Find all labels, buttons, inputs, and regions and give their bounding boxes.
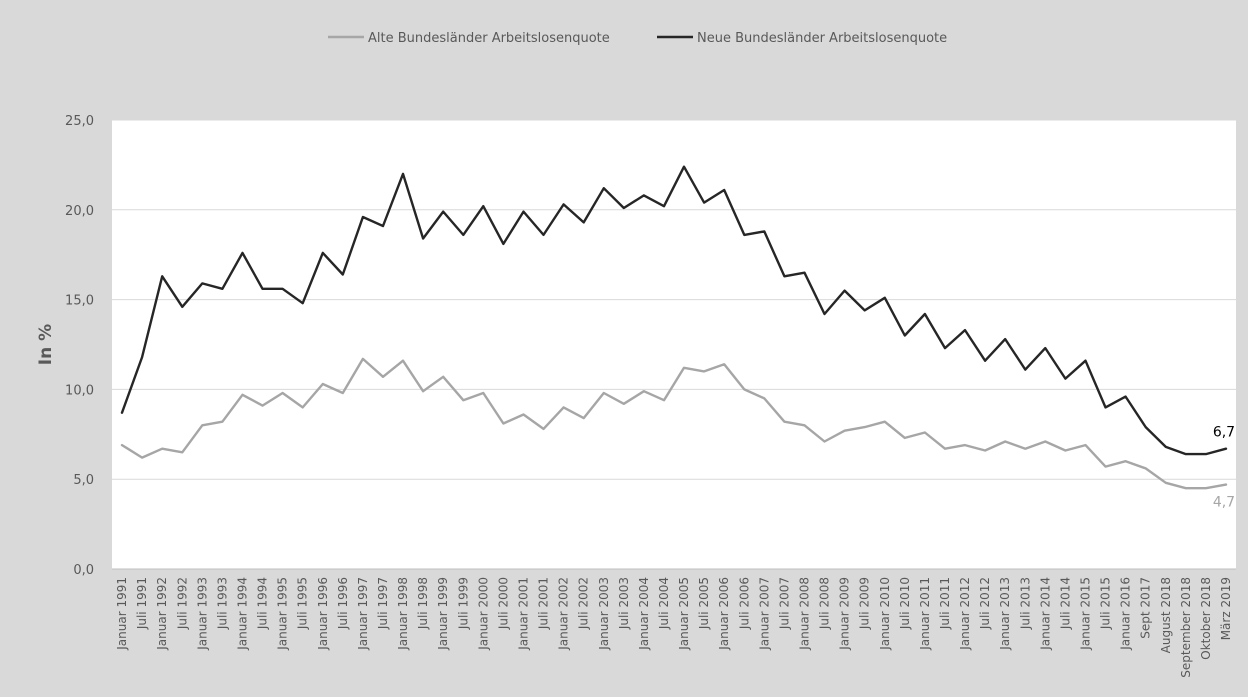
x-tick-label: Juli 2007	[777, 577, 791, 630]
x-tick-label: Juli 1992	[175, 577, 189, 630]
x-tick-label: Juli 2003	[617, 577, 631, 630]
x-tick-label: Januar 2009	[838, 577, 852, 651]
x-tick-label: Juli 2013	[1018, 577, 1032, 630]
x-tick-label: Januar 1997	[356, 577, 370, 651]
x-tick-label: Juli 2010	[898, 577, 912, 630]
x-tick-label: Juli 2012	[978, 577, 992, 630]
x-tick-label: Oktober 2018	[1199, 577, 1213, 660]
x-tick-label: Januar 2004	[637, 577, 651, 651]
x-tick-label: Juli 2015	[1099, 577, 1113, 630]
x-tick-label: Juli 2011	[938, 577, 952, 630]
x-tick-label: Januar 1991	[115, 577, 129, 651]
y-tick-label: 5,0	[73, 473, 94, 488]
y-tick-label: 20,0	[65, 204, 94, 219]
x-tick-label: Sept 2017	[1139, 577, 1153, 639]
series-line-alte	[120, 357, 1228, 490]
x-tick-label: Januar 2000	[476, 577, 490, 651]
legend-item-alte: Alte Bundesländer Arbeitslosenquote	[368, 31, 610, 46]
x-tick-label: Januar 1996	[316, 577, 330, 651]
x-tick-label: Januar 2005	[677, 577, 691, 651]
x-tick-label: August 2018	[1159, 577, 1173, 653]
y-tick-label: 15,0	[65, 294, 94, 309]
x-tick-label: Juli 2005	[697, 577, 711, 630]
x-tick-label: Januar 2014	[1038, 577, 1052, 651]
end-data-label-neue: 6,7	[1213, 425, 1235, 441]
x-tick-label: Januar 2006	[717, 577, 731, 651]
x-tick-label: Juli 2004	[657, 577, 671, 630]
x-tick-label: Juli 1998	[416, 577, 430, 630]
x-tick-label: Januar 2010	[878, 577, 892, 651]
x-tick-label: Januar 1993	[195, 577, 209, 651]
x-tick-label: Juli 1997	[376, 577, 390, 630]
x-tick-label: Januar 2012	[958, 577, 972, 651]
x-tick-label: Juli 2000	[496, 577, 510, 630]
x-tick-label: März 2019	[1219, 577, 1233, 640]
x-tick-label: Januar 2003	[597, 577, 611, 651]
y-tick-label: 25,0	[65, 114, 94, 129]
x-tick-label: Januar 1998	[396, 577, 410, 651]
x-tick-label: Januar 2015	[1079, 577, 1093, 651]
end-data-label-alte: 4,7	[1213, 495, 1235, 511]
plot-area	[112, 120, 1236, 569]
x-tick-label: Januar 1994	[236, 577, 250, 651]
x-tick-label: Januar 2002	[557, 577, 571, 651]
x-tick-label: Januar 2008	[798, 577, 812, 651]
x-tick-label: Juli 2008	[818, 577, 832, 630]
x-tick-label: Januar 1999	[436, 577, 450, 651]
x-tick-label: Juli 1995	[296, 577, 310, 630]
x-tick-label: Juli 2001	[537, 577, 551, 630]
series-line-neue	[120, 165, 1228, 456]
x-tick-label: Juli 2014	[1058, 577, 1072, 630]
x-tick-label: Januar 1992	[155, 577, 169, 651]
x-tick-label: Juli 2006	[737, 577, 751, 630]
x-tick-label: Januar 2001	[517, 577, 531, 651]
x-tick-label: Juli 1993	[215, 577, 229, 630]
x-tick-label: Juli 1994	[256, 577, 270, 630]
legend-item-neue: Neue Bundesländer Arbeitslosenquote	[697, 31, 947, 46]
y-tick-label: 0,0	[73, 563, 94, 578]
x-tick-label: Juli 1999	[456, 577, 470, 630]
x-tick-label: Januar 2007	[757, 577, 771, 651]
x-tick-label: Januar 2013	[998, 577, 1012, 651]
x-tick-label: September 2018	[1179, 577, 1193, 678]
x-tick-label: Januar 2011	[918, 577, 932, 651]
y-axis-label: In %	[36, 324, 56, 365]
x-tick-label: Januar 2016	[1119, 577, 1133, 651]
x-tick-label: Juli 2002	[577, 577, 591, 630]
x-tick-label: Juli 1991	[135, 577, 149, 630]
x-tick-label: Juli 1996	[336, 577, 350, 630]
x-tick-label: Januar 1995	[276, 577, 290, 651]
x-tick-label: Juli 2009	[858, 577, 872, 630]
y-tick-label: 10,0	[65, 383, 94, 398]
